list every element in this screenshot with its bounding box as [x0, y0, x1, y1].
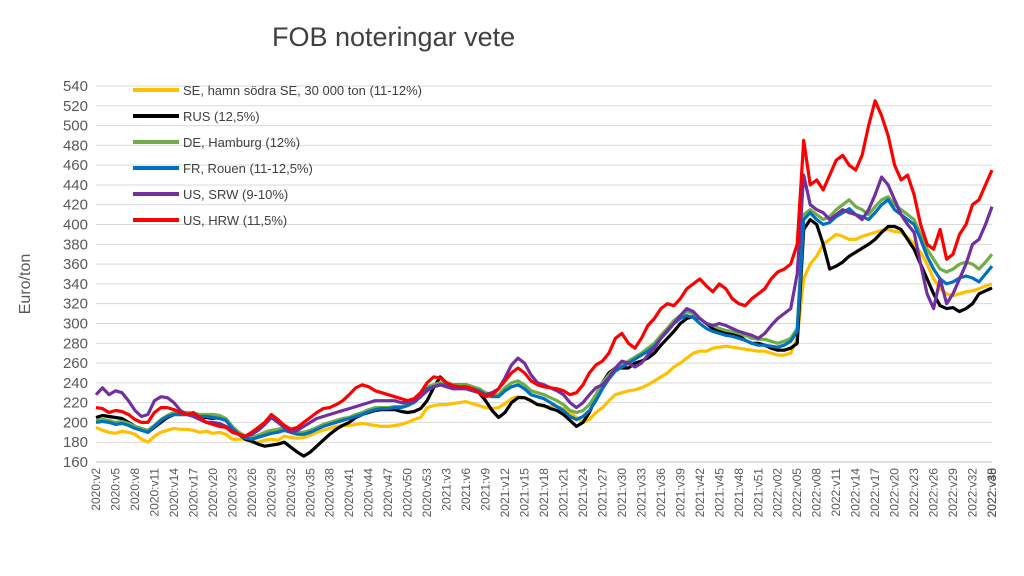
- x-tick-label: 2020:v11: [147, 468, 161, 517]
- legend-label: RUS (12,5%): [183, 109, 260, 124]
- x-tick-label: 2022:v20: [888, 468, 902, 518]
- y-tick-label: 540: [63, 78, 88, 95]
- x-tick-label: 2020:v8: [128, 468, 142, 511]
- y-tick-label: 300: [63, 315, 88, 332]
- x-tick-label: 2022:v29: [946, 468, 960, 518]
- x-tick-label: 2020:v35: [303, 468, 317, 518]
- x-tick-label: 2020:v47: [381, 468, 395, 518]
- x-tick-label: 2022:v23: [907, 468, 921, 518]
- x-tick-label: 2021:v27: [595, 468, 609, 518]
- x-tick-label: 2022:v35: [985, 468, 999, 518]
- x-tick-label: 2020:v29: [264, 468, 278, 518]
- x-tick-label: 2022:v17: [868, 468, 882, 518]
- y-tick-label: 480: [63, 137, 88, 154]
- y-tick-label: 380: [63, 236, 88, 253]
- series-line: [95, 198, 994, 441]
- y-tick-label: 500: [63, 118, 88, 135]
- x-tick-label: 2020:v53: [420, 468, 434, 518]
- x-tick-label: 2021:v21: [556, 468, 570, 518]
- y-tick-label: 360: [63, 256, 88, 273]
- y-tick-label: 440: [63, 177, 88, 194]
- x-tick-label: 2021:v3: [440, 468, 454, 511]
- legend-label: FR, Rouen (11-12,5%): [183, 161, 313, 176]
- y-tick-label: 420: [63, 197, 88, 214]
- x-tick-label: 2022:v11: [829, 468, 843, 517]
- y-tick-label: 240: [63, 375, 88, 392]
- series-line: [95, 218, 993, 458]
- x-tick-label: 2021:v36: [654, 468, 668, 518]
- x-tick-label: 2021:v51: [751, 468, 765, 518]
- y-tick-label: 200: [63, 414, 88, 431]
- y-tick-label: 220: [63, 395, 88, 412]
- chart-title: FOB noteringar vete: [272, 22, 516, 52]
- y-tick-label: 260: [63, 355, 88, 372]
- x-tick-label: 2021:v9: [479, 468, 493, 511]
- x-tick-label: 2020:v41: [342, 468, 356, 518]
- y-axis-label: Euro/ton: [17, 254, 34, 314]
- x-tick-label: 2020:v23: [225, 468, 239, 518]
- x-tick-label: 2020:v44: [362, 468, 376, 518]
- x-tick-label: 2021:v15: [518, 468, 532, 518]
- x-tick-label: 2020:v26: [245, 468, 259, 518]
- x-tick-label: 2020:v38: [323, 468, 337, 518]
- x-tick-label: 2020:v2: [89, 468, 103, 511]
- x-tick-label: 2022:v40: [985, 468, 999, 518]
- x-tick-label: 2020:v5: [108, 468, 122, 511]
- x-tick-label: 2021:v39: [673, 468, 687, 518]
- y-tick-label: 460: [63, 157, 88, 174]
- x-tick-label: 2022:v05: [790, 468, 804, 518]
- x-tick-label: 2021:v33: [634, 468, 648, 518]
- x-tick-label: 2021:v6: [459, 468, 473, 511]
- legend-label: SE, hamn södra SE, 30 000 ton (11-12%): [183, 83, 422, 98]
- x-tick-label: 2021:v45: [712, 468, 726, 518]
- y-tick-label: 520: [63, 98, 88, 115]
- y-tick-label: 320: [63, 296, 88, 313]
- x-tick-label: 2020:v20: [206, 468, 220, 518]
- x-tick-label: 2020:v17: [186, 468, 200, 518]
- x-tick-label: 2022:v08: [810, 468, 824, 518]
- x-tick-label: 2021:v42: [693, 468, 707, 518]
- x-tick-label: 2021:v18: [537, 468, 551, 518]
- legend-label: US, SRW (9-10%): [183, 187, 288, 202]
- series-line: [95, 99, 994, 438]
- legend-label: DE, Hamburg (12%): [183, 135, 300, 150]
- series-line: [95, 195, 994, 439]
- x-tick-label: 2020:v50: [401, 468, 415, 518]
- x-tick-label: 2022:v02: [771, 468, 785, 518]
- y-tick-label: 180: [63, 434, 88, 451]
- x-tick-label: 2022:v32: [966, 468, 980, 518]
- x-tick-label: 2022:v38: [985, 468, 999, 518]
- y-tick-label: 160: [63, 454, 88, 471]
- legend-label: US, HRW (11,5%): [183, 213, 287, 228]
- x-tick-label: 2020:v32: [284, 468, 298, 518]
- x-tick-label: 2021:v30: [615, 468, 629, 518]
- y-tick-label: 280: [63, 335, 88, 352]
- y-tick-label: 400: [63, 217, 88, 234]
- x-tick-label: 2021:v48: [732, 468, 746, 518]
- x-tick-label: 2022:v26: [927, 468, 941, 518]
- series-line: [95, 227, 993, 444]
- x-tick-label: 2021:v12: [498, 468, 512, 518]
- x-tick-label: 2020:v14: [167, 468, 181, 518]
- y-tick-label: 340: [63, 276, 88, 293]
- x-tick-label: 2022:v14: [849, 468, 863, 518]
- x-tick-label: 2021:v24: [576, 468, 590, 518]
